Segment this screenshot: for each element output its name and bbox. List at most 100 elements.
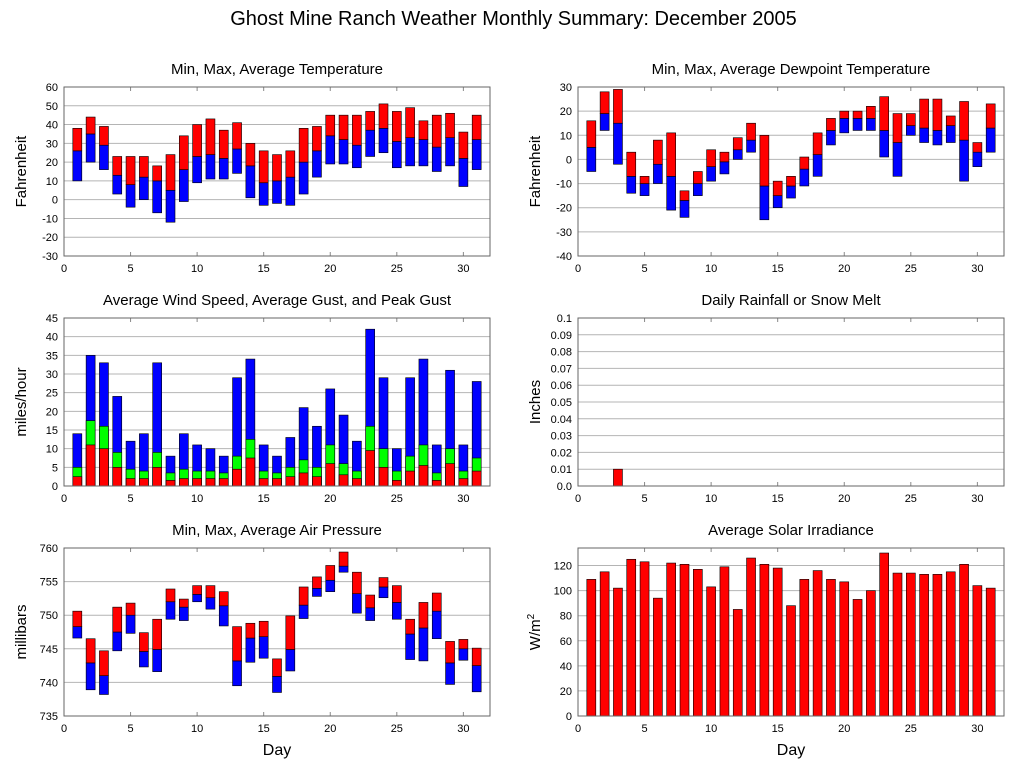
bar-value bbox=[786, 605, 796, 717]
bar-min-to-average bbox=[72, 626, 83, 639]
bar-average-to-max bbox=[906, 113, 916, 126]
bar-average-wind-speed bbox=[405, 470, 415, 487]
bar-average-to-max bbox=[165, 154, 176, 191]
bar-average-to-max bbox=[599, 91, 610, 114]
bar-min-to-average bbox=[85, 133, 96, 163]
chart-pressure: Min, Max, Average Air Pressure 735 740 745 7… bbox=[13, 522, 491, 759]
bar-average-to-max bbox=[746, 122, 756, 141]
bar-value bbox=[759, 563, 770, 717]
y-tick-label: -30 bbox=[556, 227, 572, 239]
bar-average-to-max bbox=[352, 571, 362, 594]
y-tick-label: 120 bbox=[554, 561, 572, 573]
bar-average-to-max bbox=[666, 132, 676, 177]
bar-min-to-average bbox=[312, 588, 322, 597]
bar-min-to-average bbox=[192, 594, 202, 603]
y-tick-label: -30 bbox=[42, 251, 58, 263]
bar-min-to-average bbox=[285, 176, 296, 206]
y-tick-label: 0.04 bbox=[551, 414, 572, 426]
bar-average-wind-speed bbox=[139, 478, 149, 487]
bar-min-to-average bbox=[298, 604, 309, 619]
x-tick-label: 5 bbox=[642, 493, 648, 505]
bar-average-to-max bbox=[431, 592, 442, 612]
bar-min-to-average bbox=[458, 648, 469, 661]
y-axis-label: millibars bbox=[13, 604, 30, 659]
plot-frame bbox=[63, 317, 491, 487]
y-tick-label: 10 bbox=[46, 444, 58, 456]
bar-min-to-average bbox=[352, 144, 362, 169]
bar-min-to-average bbox=[586, 147, 597, 172]
bar-value bbox=[892, 572, 903, 717]
bar-value bbox=[932, 574, 943, 717]
chart-title: Min, Max, Average Dewpoint Temperature bbox=[652, 61, 931, 78]
bar-min-to-average bbox=[72, 150, 83, 182]
x-tick-label: 15 bbox=[258, 263, 270, 275]
bar-average-to-max bbox=[445, 112, 455, 138]
bar-average-to-max bbox=[786, 176, 796, 187]
chart-title: Average Solar Irradiance bbox=[708, 522, 874, 539]
bar-average-to-max bbox=[839, 110, 850, 119]
x-tick-label: 30 bbox=[457, 723, 469, 735]
y-tick-label: -10 bbox=[42, 213, 58, 225]
bar-average-to-max bbox=[112, 156, 123, 176]
bar-min-to-average bbox=[839, 118, 850, 134]
y-tick-label: 30 bbox=[46, 369, 58, 381]
bar-average-to-max bbox=[272, 658, 282, 677]
bar-min-to-average bbox=[352, 593, 362, 614]
bar-min-to-average bbox=[706, 166, 716, 182]
bar-min-to-average bbox=[906, 125, 916, 136]
bar-average-to-max bbox=[152, 165, 162, 182]
y-tick-label: 20 bbox=[560, 686, 572, 698]
bar-average-to-max bbox=[232, 626, 242, 662]
y-tick-label: 0.1 bbox=[557, 313, 572, 325]
bar-value bbox=[719, 566, 730, 717]
bar-average-to-max bbox=[679, 190, 690, 201]
bar-min-to-average bbox=[125, 184, 136, 208]
y-tick-label: 60 bbox=[46, 82, 58, 94]
bar-min-to-average bbox=[179, 606, 189, 621]
bar-value bbox=[772, 567, 783, 717]
y-tick-label: 745 bbox=[40, 644, 58, 656]
bar-average-to-max bbox=[866, 106, 876, 119]
x-tick-label: 30 bbox=[971, 723, 983, 735]
bar-min-to-average bbox=[972, 151, 983, 167]
bar-min-to-average bbox=[613, 122, 623, 165]
bar-value bbox=[586, 579, 597, 717]
y-tick-label: 30 bbox=[46, 138, 58, 150]
y-tick-label: 5 bbox=[52, 462, 58, 474]
bar-average-to-max bbox=[365, 594, 375, 609]
x-tick-label: 5 bbox=[642, 263, 648, 275]
bar-min-to-average bbox=[325, 579, 336, 592]
x-tick-label: 15 bbox=[772, 263, 784, 275]
bar-average-to-max bbox=[945, 115, 956, 126]
bar-average-wind-speed bbox=[325, 463, 336, 487]
chart-wind: Average Wind Speed, Average Gust, and Pe… bbox=[13, 292, 491, 505]
bar-average-to-max bbox=[653, 139, 663, 165]
bar-average-to-max bbox=[285, 150, 296, 178]
bar-average-to-max bbox=[365, 111, 375, 131]
bar-average-to-max bbox=[272, 154, 282, 182]
chart-title: Average Wind Speed, Average Gust, and Pe… bbox=[103, 292, 452, 309]
bar-min-to-average bbox=[879, 130, 889, 158]
bar-average-to-max bbox=[139, 156, 149, 178]
y-tick-label: 0 bbox=[52, 195, 58, 207]
bar-average-to-max bbox=[298, 586, 309, 606]
bar-min-to-average bbox=[258, 636, 269, 659]
y-tick-label: 20 bbox=[560, 106, 572, 118]
y-tick-label: 0.01 bbox=[551, 464, 572, 476]
bar-average-to-max bbox=[418, 602, 429, 629]
bar-average-to-max bbox=[458, 639, 469, 650]
bar-average-wind-speed bbox=[431, 480, 442, 487]
x-tick-label: 15 bbox=[772, 493, 784, 505]
x-tick-label: 25 bbox=[391, 263, 403, 275]
bar-value bbox=[599, 571, 610, 717]
plot-frame bbox=[577, 547, 1005, 717]
bar-min-to-average bbox=[99, 144, 109, 170]
bar-value bbox=[985, 587, 996, 717]
bar-min-to-average bbox=[272, 676, 282, 693]
x-tick-label: 30 bbox=[971, 263, 983, 275]
x-tick-label: 10 bbox=[705, 263, 717, 275]
bar-min-to-average bbox=[666, 176, 676, 211]
bar-average-to-max bbox=[826, 118, 836, 131]
bar-value bbox=[626, 558, 637, 717]
bar-min-to-average bbox=[325, 135, 336, 165]
